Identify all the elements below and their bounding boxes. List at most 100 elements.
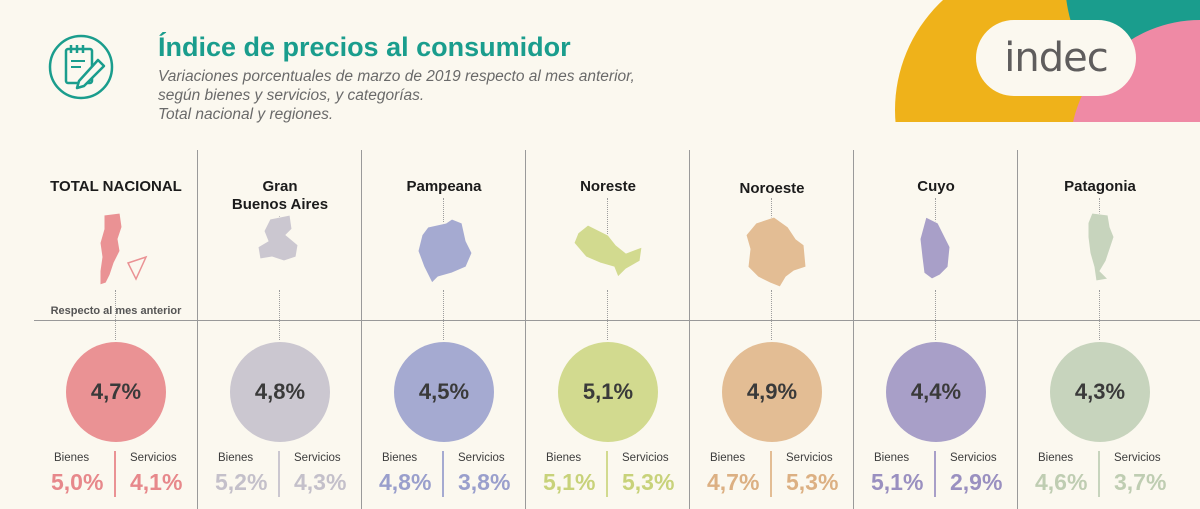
servicios-label: Servicios	[1114, 452, 1161, 464]
column-divider	[689, 150, 690, 509]
dotted-connector	[1099, 290, 1100, 340]
indec-logo[interactable]: indec	[976, 20, 1136, 96]
servicios-label: Servicios	[950, 452, 997, 464]
bienes-servicios-divider	[1098, 451, 1100, 497]
bienes-value: 4,7%	[707, 469, 760, 495]
region-column: Noreste 5,1% Bienes Servicios 5,1% 5,3%	[526, 150, 690, 509]
servicios-value: 5,3%	[622, 469, 675, 495]
dotted-connector	[279, 290, 280, 340]
region-map	[99, 212, 148, 286]
region-name: Gran Buenos Aires	[198, 178, 362, 214]
region-map	[745, 216, 807, 288]
region-name-line: Gran	[262, 178, 298, 195]
region-name-line: Patagonia	[1064, 178, 1136, 195]
bienes-value: 5,1%	[871, 469, 924, 495]
total-value: 4,4%	[910, 379, 962, 404]
servicios-value: 4,3%	[294, 469, 347, 495]
bienes-label: Bienes	[874, 452, 910, 464]
region-column: Patagonia 4,3% Bienes Servicios 4,6% 3,7%	[1018, 150, 1182, 509]
region-column: Pampeana 4,5% Bienes Servicios 4,8% 3,8%	[362, 150, 526, 509]
servicios-value: 5,3%	[786, 469, 839, 495]
subtitle-line: Variaciones porcentuales de marzo de 201…	[158, 68, 635, 85]
region-name-line: Noroeste	[739, 180, 805, 197]
region-map-shape	[99, 212, 123, 286]
region-name: Noroeste	[690, 180, 854, 198]
total-value: 4,7%	[90, 379, 142, 404]
region-name-line: Noreste	[580, 178, 636, 195]
bienes-servicios-divider	[934, 451, 936, 497]
region-column: TOTAL NACIONAL Respecto al mes anterior 4,…	[34, 150, 198, 509]
total-value: 4,9%	[746, 379, 798, 404]
dotted-connector	[607, 198, 608, 236]
region-map	[257, 214, 299, 262]
region-name-line: Cuyo	[917, 178, 955, 195]
region-map-shape	[257, 214, 299, 262]
servicios-value: 3,7%	[1114, 469, 1167, 495]
total-bubble: 4,9%	[722, 342, 822, 442]
section-divider	[34, 320, 1200, 321]
total-value: 5,1%	[582, 379, 634, 404]
dotted-connector	[935, 198, 936, 236]
bienes-label: Bienes	[382, 452, 418, 464]
total-bubble: 4,8%	[230, 342, 330, 442]
region-map	[417, 218, 473, 284]
column-divider	[197, 150, 198, 509]
region-column: Noroeste 4,9% Bienes Servicios 4,7% 5,3%	[690, 150, 854, 509]
dotted-connector	[607, 290, 608, 340]
total-bubble: 4,3%	[1050, 342, 1150, 442]
total-bubble: 4,4%	[886, 342, 986, 442]
bienes-servicios-divider	[114, 451, 116, 497]
region-name: Noreste	[526, 178, 690, 196]
region-map-shape	[919, 216, 951, 280]
bienes-label: Bienes	[1038, 452, 1074, 464]
dotted-connector	[443, 198, 444, 236]
bienes-value: 5,1%	[543, 469, 596, 495]
total-bubble: 4,7%	[66, 342, 166, 442]
bienes-value: 4,6%	[1035, 469, 1088, 495]
region-map-shape	[745, 216, 807, 288]
page-title: Índice de precios al consumidor	[158, 32, 571, 62]
column-divider	[361, 150, 362, 509]
bienes-value: 5,2%	[215, 469, 268, 495]
bienes-label: Bienes	[546, 452, 582, 464]
total-bubble: 5,1%	[558, 342, 658, 442]
region-name: Patagonia	[1018, 178, 1182, 196]
bienes-label: Bienes	[218, 452, 254, 464]
region-name: TOTAL NACIONAL	[34, 178, 198, 196]
total-value: 4,5%	[418, 379, 470, 404]
bienes-label: Bienes	[710, 452, 746, 464]
region-name: Cuyo	[854, 178, 1018, 196]
region-column: Cuyo 4,4% Bienes Servicios 5,1% 2,9%	[854, 150, 1018, 509]
column-divider	[853, 150, 854, 509]
region-map	[919, 216, 951, 280]
region-map-shape	[573, 224, 643, 278]
bienes-value: 5,0%	[51, 469, 104, 495]
subtitle-line: Total nacional y regiones.	[158, 106, 334, 123]
bienes-servicios-divider	[770, 451, 772, 497]
region-map	[573, 224, 643, 278]
total-value: 4,3%	[1074, 379, 1126, 404]
reference-label: Respecto al mes anterior	[50, 305, 182, 317]
region-name-line: TOTAL NACIONAL	[50, 178, 182, 195]
antarctica-sector-shape	[126, 255, 148, 281]
region-name: Pampeana	[362, 178, 526, 196]
region-map	[1087, 212, 1115, 282]
bienes-servicios-divider	[442, 451, 444, 497]
region-map-shape	[1087, 212, 1115, 282]
region-name-line: Buenos Aires	[231, 196, 329, 213]
page-subtitle: Variaciones porcentuales de marzo de 201…	[158, 67, 778, 124]
total-value: 4,8%	[254, 379, 306, 404]
region-map-shape	[417, 218, 473, 284]
bienes-servicios-divider	[278, 451, 280, 497]
bienes-value: 4,8%	[379, 469, 432, 495]
region-name-line: Pampeana	[406, 178, 482, 195]
servicios-label: Servicios	[786, 452, 833, 464]
bienes-servicios-divider	[606, 451, 608, 497]
servicios-label: Servicios	[622, 452, 669, 464]
total-bubble: 4,5%	[394, 342, 494, 442]
servicios-label: Servicios	[294, 452, 341, 464]
logo-text: indec	[1004, 35, 1108, 81]
dotted-connector	[935, 290, 936, 340]
dotted-connector	[771, 290, 772, 340]
